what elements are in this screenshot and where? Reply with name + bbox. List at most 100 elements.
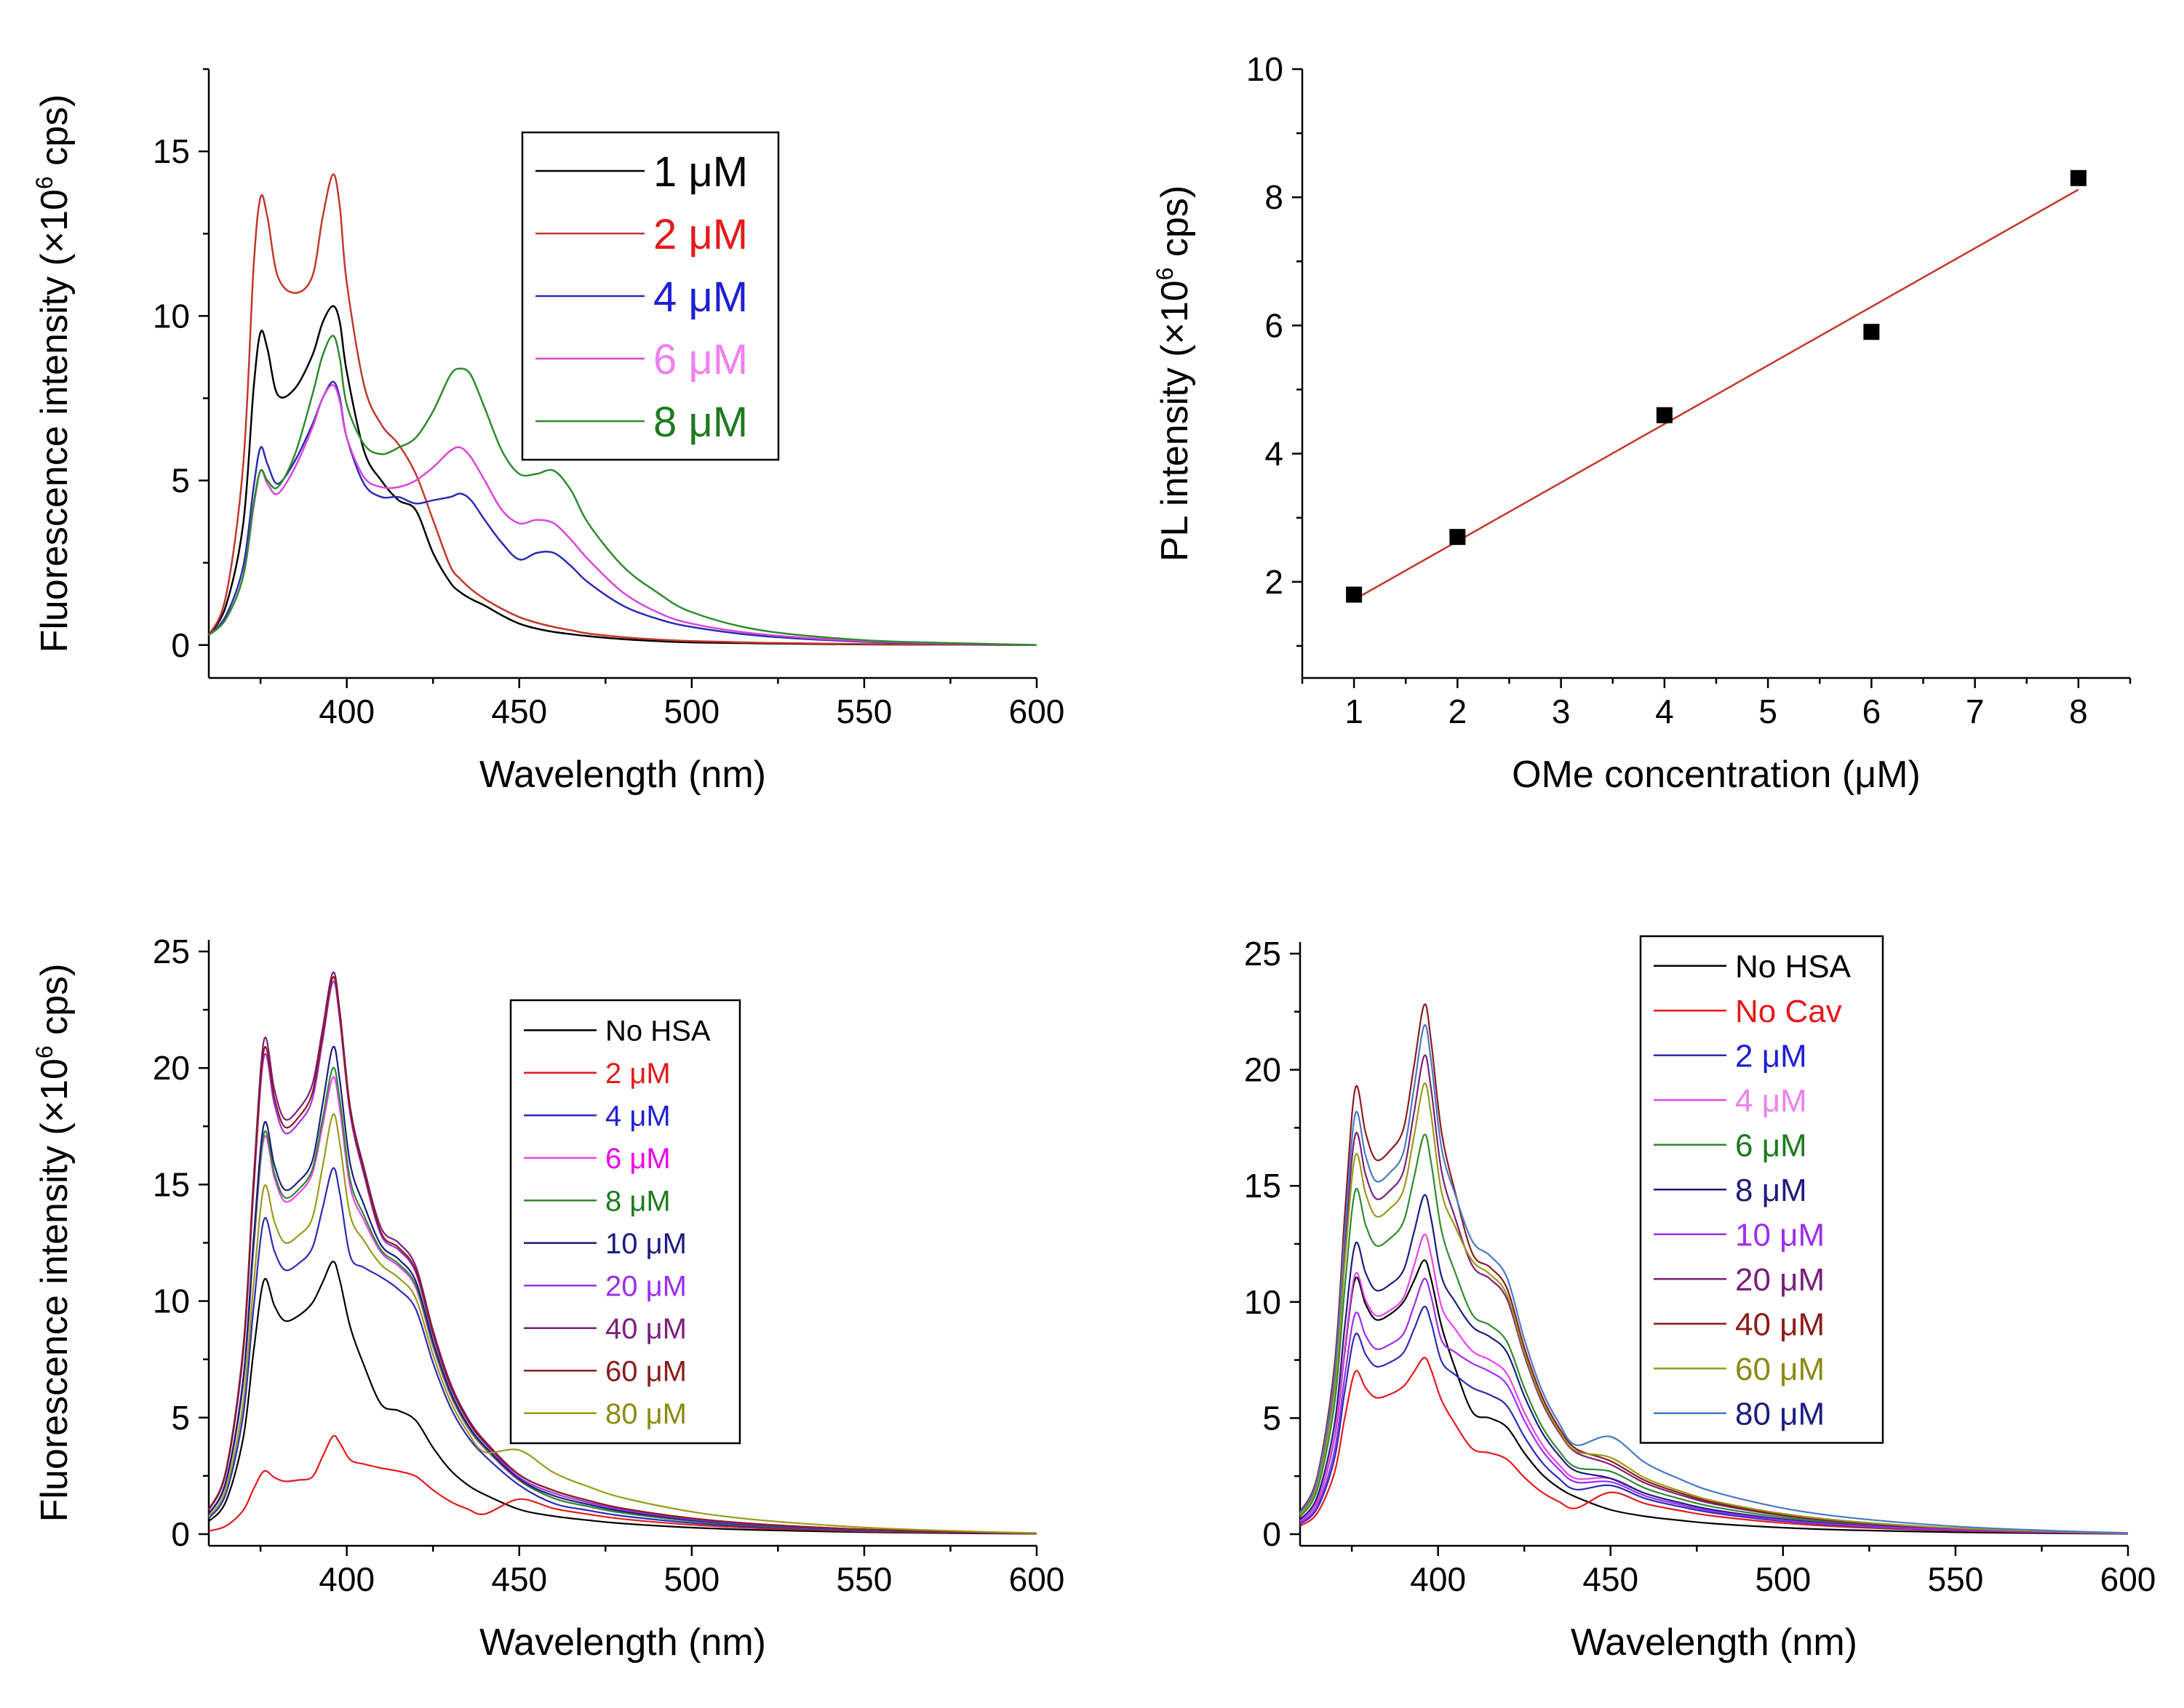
y-axis-label: Fluorescence intensity (×106 cps) (31, 95, 76, 653)
legend-label: 4 μM (1735, 1083, 1807, 1119)
series-line (1299, 1357, 2129, 1535)
y-tick-label: 15 (153, 132, 190, 170)
legend-label: 40 μM (1735, 1307, 1825, 1343)
legend-label: 10 μM (1735, 1218, 1825, 1253)
series-line (207, 975, 1037, 1534)
x-tick-label: 500 (663, 693, 720, 730)
x-tick-label: 450 (1582, 1560, 1638, 1598)
y-tick-label: 5 (171, 1399, 190, 1437)
data-point (1449, 529, 1466, 546)
x-tick-label: 4 (1655, 693, 1674, 730)
x-tick-label: 2 (1448, 693, 1467, 730)
panel-emission-spectra-hsa-titration: 400 450 500 550 600 0 5 10 15 20 25 Wavelength (nm)… (31, 933, 1064, 1664)
series-line (207, 305, 1037, 647)
legend-label: 1 μM (653, 148, 748, 196)
x-tick-label: 5 (1758, 693, 1777, 730)
legend-label: 80 μM (1735, 1397, 1825, 1432)
series-line (208, 1066, 1037, 1535)
panel-pl-intensity-vs-concentration: 1 2 3 4 5 6 7 8 2 4 6 8 10 OMe concentration (μM) PL i… (1152, 50, 2132, 796)
series-line (1299, 1003, 2129, 1534)
y-tick-label: 2 (1264, 563, 1283, 601)
x-tick-label: 600 (2100, 1560, 2156, 1598)
x-tick-label: 8 (2069, 693, 2088, 730)
series-line (208, 1167, 1037, 1535)
y-tick-label: 0 (1262, 1515, 1281, 1553)
series-line (208, 1113, 1037, 1534)
series-line (208, 335, 1037, 647)
x-tick-label: 400 (319, 693, 375, 730)
data-point (1346, 586, 1363, 603)
legend-label: 2 μM (605, 1058, 671, 1090)
y-tick-label: 25 (153, 933, 190, 970)
legend-box (509, 999, 741, 1445)
y-axis-label: PL intensity (×106 cps) (1152, 185, 1196, 562)
x-tick-label: 550 (1928, 1560, 1984, 1598)
legend-label: 8 μM (605, 1186, 671, 1218)
legend-label: 4 μM (605, 1101, 671, 1133)
legend-label: 8 μM (653, 399, 748, 446)
y-tick-label: 10 (1244, 1283, 1281, 1321)
legend-label: 20 μM (1735, 1262, 1825, 1298)
legend-label: 6 μM (605, 1143, 671, 1175)
y-tick-label: 8 (1264, 178, 1283, 216)
legend-label: 60 μM (1735, 1352, 1825, 1387)
legend-label: 4 μM (653, 274, 748, 321)
data-point (1863, 324, 1880, 340)
legend-label: 6 μM (653, 336, 748, 383)
x-tick-label: 400 (319, 1560, 375, 1598)
y-tick-label: 20 (1244, 1051, 1281, 1089)
legend-label: No HSA (605, 1015, 711, 1047)
x-tick-label: 450 (491, 1560, 547, 1598)
legend-label: 10 μM (605, 1228, 687, 1260)
series-line (1299, 1306, 2129, 1535)
series-line (208, 1045, 1037, 1535)
series-line (1299, 1194, 2129, 1535)
series-line (1299, 1277, 2129, 1535)
x-axis-label: Wavelength (nm) (1571, 1621, 1857, 1664)
series-line (208, 981, 1037, 1535)
panel-emission-spectra-cav-titration: 400 450 500 550 600 0 5 10 15 20 25 Wavelength (nm)… (1244, 935, 2156, 1664)
series-line (208, 380, 1037, 647)
y-tick-label: 25 (1244, 935, 1281, 973)
legend-label: 20 μM (605, 1271, 687, 1303)
x-tick-label: 3 (1552, 693, 1571, 730)
legend-label: 80 μM (605, 1398, 687, 1430)
x-tick-label: 7 (1966, 693, 1985, 730)
y-tick-label: 5 (1262, 1399, 1281, 1437)
legend-label: 6 μM (1735, 1128, 1807, 1164)
x-axis-label: Wavelength (nm) (479, 754, 766, 796)
x-axis-label: OMe concentration (μM) (1512, 754, 1921, 796)
legend-label: 40 μM (605, 1313, 687, 1345)
x-tick-label: 450 (491, 693, 547, 730)
series-line (207, 173, 1037, 647)
series-line (208, 384, 1037, 647)
legend-label: 60 μM (605, 1356, 687, 1388)
legend-label: No HSA (1735, 949, 1852, 985)
y-axis-label: Fluorescence intensity (×106 cps) (31, 964, 76, 1523)
y-tick-label: 0 (171, 1515, 190, 1553)
panel-emission-spectra-omega-concentration: 400 450 500 550 600 0 5 10 15 Wavelength (nm) Fluo… (31, 68, 1065, 796)
legend-label: 2 μM (1735, 1039, 1807, 1074)
y-tick-label: 4 (1264, 435, 1283, 473)
x-tick-label: 500 (663, 1560, 720, 1598)
series-line (208, 1434, 1037, 1535)
x-tick-label: 600 (1009, 1560, 1065, 1598)
legend-label: 8 μM (1735, 1173, 1807, 1208)
x-tick-label: 600 (1009, 693, 1065, 730)
x-tick-label: 500 (1755, 1560, 1811, 1598)
y-tick-label: 20 (153, 1049, 190, 1087)
x-axis-label: Wavelength (nm) (479, 1621, 766, 1664)
series-line (1299, 1259, 2129, 1535)
data-point (2070, 169, 2087, 186)
data-point (1656, 407, 1673, 423)
x-tick-label: 1 (1344, 693, 1363, 730)
y-tick-label: 5 (171, 462, 190, 500)
y-tick-label: 10 (153, 297, 190, 335)
y-tick-label: 10 (153, 1282, 190, 1320)
y-tick-label: 15 (1244, 1167, 1281, 1205)
series-line (1299, 1082, 2129, 1534)
series-line (1299, 1054, 2129, 1534)
legend-label: No Cav (1735, 994, 1842, 1029)
fit-line (1353, 188, 2079, 601)
